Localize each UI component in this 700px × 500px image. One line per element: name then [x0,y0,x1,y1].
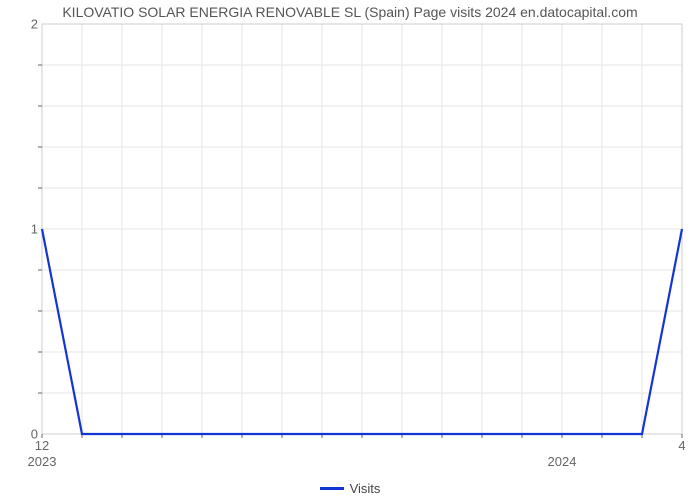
x-year-label: 2023 [28,454,57,469]
legend: Visits [0,481,700,496]
x-year-label: 2024 [548,454,577,469]
y-tick-label: 2 [31,17,38,32]
x-tick-label: 12 [35,438,49,453]
y-tick-label: 1 [31,222,38,237]
legend-label: Visits [350,481,381,496]
chart-title: KILOVATIO SOLAR ENERGIA RENOVABLE SL (Sp… [0,4,700,20]
chart-svg [42,24,682,434]
legend-swatch [320,487,344,490]
plot-area [42,24,682,434]
x-tick-label: 4 [678,438,685,453]
